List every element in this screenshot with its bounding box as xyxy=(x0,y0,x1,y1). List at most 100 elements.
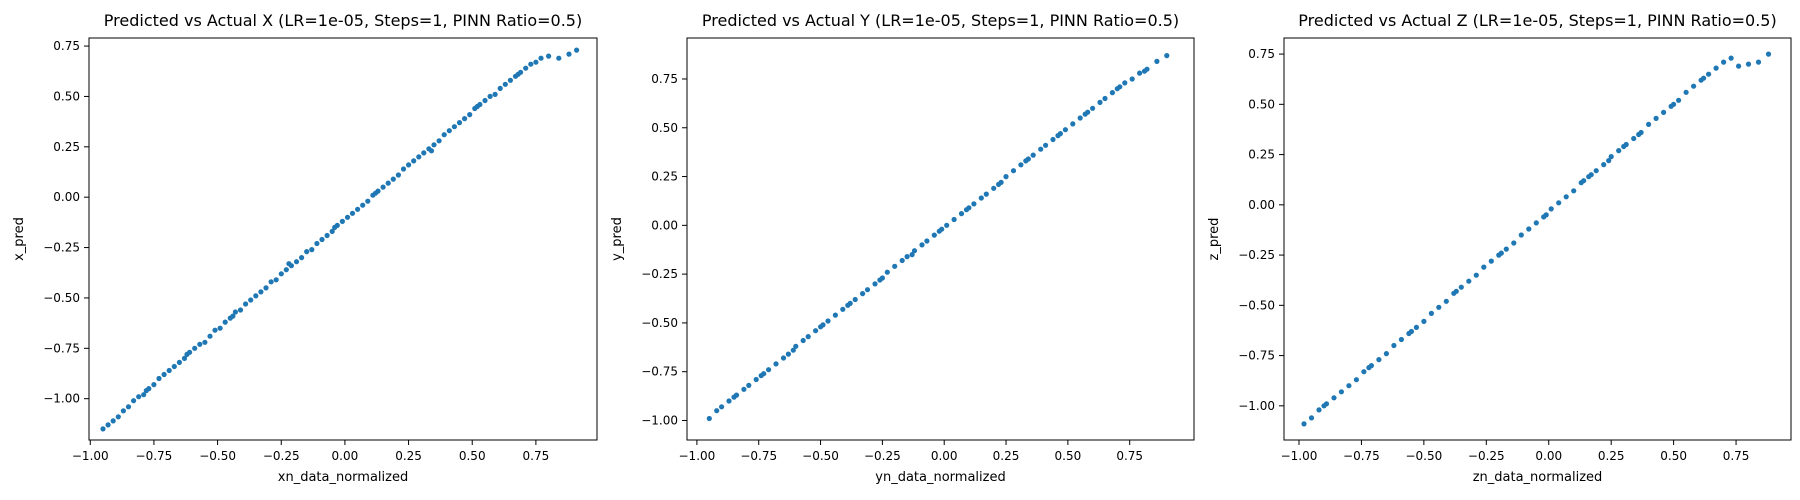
scatter-point xyxy=(131,398,137,404)
y-tick-label: 0.75 xyxy=(1248,47,1275,61)
y-tick-label: 0.50 xyxy=(651,121,678,135)
scatter-point xyxy=(936,228,942,234)
scatter-point xyxy=(217,325,223,331)
y-tick-label: −0.50 xyxy=(43,291,80,305)
scatter-point xyxy=(1745,61,1752,67)
scatter-point xyxy=(1338,389,1344,395)
scatter-point xyxy=(1511,240,1517,246)
scatter-point xyxy=(1473,272,1479,278)
scatter-point xyxy=(1097,99,1103,105)
scatter-point xyxy=(181,355,188,361)
y-tick-label: −1.00 xyxy=(1238,399,1275,413)
scatter-point xyxy=(1621,143,1627,150)
scatter-point xyxy=(411,158,417,164)
scatter-point xyxy=(1706,71,1712,77)
scatter-point xyxy=(1526,226,1532,232)
scatter-point xyxy=(339,218,345,224)
scatter-point xyxy=(726,398,732,404)
scatter-point xyxy=(273,277,279,283)
scatter-point xyxy=(1413,324,1419,330)
chart-title: Predicted vs Actual X (LR=1e-05, Steps=1… xyxy=(104,11,582,30)
scatter-point xyxy=(1070,121,1076,127)
x-tick-label: −1.00 xyxy=(1281,449,1318,463)
scatter-point xyxy=(825,318,831,324)
scatter-point xyxy=(258,289,264,295)
x-tick-label: 0.75 xyxy=(1723,449,1750,463)
y-tick-label: −1.00 xyxy=(43,392,80,406)
scatter-point xyxy=(944,222,950,228)
scatter-point xyxy=(100,426,106,432)
scatter-point xyxy=(1428,310,1434,316)
scatter-point xyxy=(253,293,259,299)
scatter-point xyxy=(1533,220,1539,226)
scatter-point xyxy=(1543,212,1549,218)
y-axis-label: x_pred xyxy=(12,217,27,261)
scatter-point xyxy=(1728,55,1734,61)
scatter-point xyxy=(1691,83,1697,89)
scatter-point xyxy=(800,337,806,344)
scatter-point xyxy=(482,97,488,104)
scatter-point xyxy=(395,172,401,178)
scatter-point xyxy=(1556,200,1562,206)
scatter-point xyxy=(818,324,824,330)
scatter-point xyxy=(746,382,752,388)
scatter-point xyxy=(790,347,796,353)
scatter-point xyxy=(983,191,989,197)
scatter-point xyxy=(566,51,572,57)
y-tick-label: 0.50 xyxy=(1248,97,1275,111)
scatter-point xyxy=(451,124,457,130)
scatter-point xyxy=(467,112,473,118)
y-tick-label: 0.25 xyxy=(1248,148,1275,162)
scatter-point xyxy=(1616,148,1622,154)
scatter-point xyxy=(753,376,759,383)
scatter-point xyxy=(978,195,984,201)
scatter-point xyxy=(706,415,712,422)
x-tick-label: −0.25 xyxy=(864,449,901,463)
scatter-point xyxy=(1736,63,1742,69)
scatter-point xyxy=(1308,415,1315,421)
x-tick-label: −0.25 xyxy=(263,449,300,463)
scatter-point xyxy=(349,210,356,216)
scatter-point xyxy=(1331,395,1337,401)
scatter-point xyxy=(1581,178,1587,184)
scatter-point xyxy=(1443,298,1449,304)
scatter-point xyxy=(1018,162,1024,168)
scatter-point xyxy=(813,328,819,334)
scatter-point xyxy=(278,271,284,277)
scatter-point xyxy=(1003,174,1009,180)
scatter-point xyxy=(143,388,149,394)
scatter-point xyxy=(1676,97,1682,103)
y-tick-label: 0.75 xyxy=(651,72,678,86)
scatter-point xyxy=(207,333,213,339)
scatter-point xyxy=(372,190,379,196)
chart-panel-2: Predicted vs Actual Y (LR=1e-05, Steps=1… xyxy=(610,11,1195,485)
chart-title: Predicted vs Actual Z (LR=1e-05, Steps=1… xyxy=(1298,11,1776,30)
scatter-point xyxy=(1765,51,1772,57)
y-axis-label: z_pred xyxy=(1207,218,1222,261)
scatter-point xyxy=(202,339,208,345)
scatter-point xyxy=(365,198,371,204)
scatter-point xyxy=(872,281,878,287)
scatter-point xyxy=(773,361,779,367)
scatter-point xyxy=(1636,131,1642,138)
scatter-point xyxy=(877,277,883,283)
scatter-point xyxy=(230,313,236,319)
scatter-point xyxy=(492,91,498,97)
scatter-point xyxy=(523,65,529,71)
scatter-point xyxy=(758,373,764,379)
scatter-point xyxy=(1398,336,1404,343)
chart-panel-1: Predicted vs Actual X (LR=1e-05, Steps=1… xyxy=(12,11,598,485)
x-tick-label: 0.00 xyxy=(931,449,958,463)
scatter-point xyxy=(474,103,480,110)
scatter-point xyxy=(1498,250,1504,256)
scatter-point xyxy=(1030,152,1036,158)
scatter-point xyxy=(1102,95,1108,102)
scatter-point xyxy=(1114,86,1120,92)
scatter-point xyxy=(263,285,269,291)
scatter-point xyxy=(166,367,172,374)
scatter-point xyxy=(304,249,310,255)
scatter-point xyxy=(1518,232,1524,238)
scatter-point xyxy=(268,279,274,285)
scatter-point xyxy=(385,180,391,186)
scatter-point xyxy=(1755,59,1762,65)
